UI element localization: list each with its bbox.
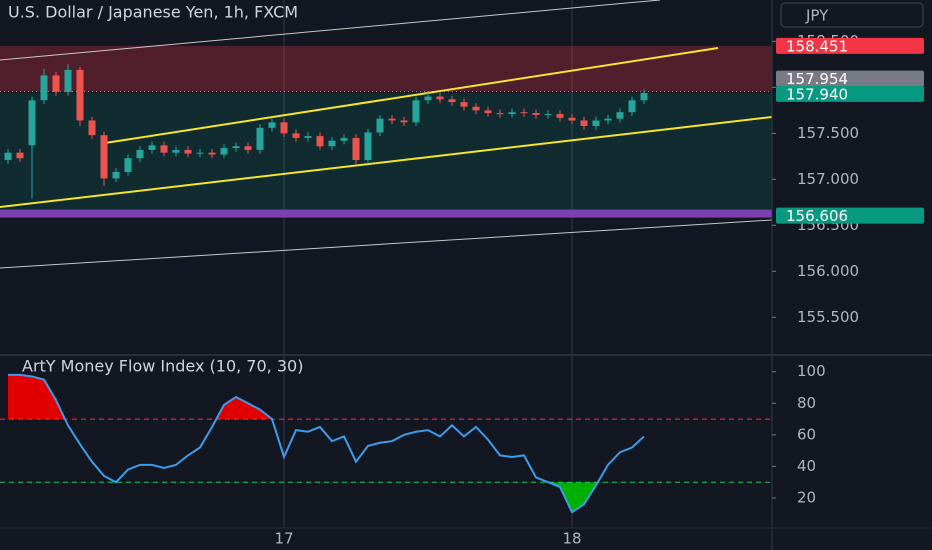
candle-body (232, 146, 240, 149)
candle-body (304, 136, 312, 138)
candle-body (520, 112, 528, 114)
candle-body (328, 140, 336, 147)
y-tick-label: 20 (797, 489, 816, 507)
candle-body (628, 100, 636, 113)
candle-body (640, 92, 648, 101)
trend-line (0, 219, 773, 269)
trend-line (0, 0, 661, 61)
candle-body (340, 137, 348, 141)
candle-body (292, 133, 300, 138)
candle-body (604, 118, 612, 121)
candle-body (208, 152, 216, 155)
channel-line (104, 47, 719, 144)
price-label-bg (776, 70, 924, 87)
candle-body (592, 120, 600, 126)
candle-body (256, 127, 264, 150)
price-label: 157.954 (786, 70, 848, 88)
candle-body (352, 137, 360, 161)
candle-body (580, 120, 588, 126)
candle-body (532, 113, 540, 115)
candle-body (376, 118, 384, 133)
candle-body (472, 106, 480, 111)
candle-body (448, 99, 456, 103)
y-tick-label: 157.500 (797, 124, 859, 142)
candle-body (64, 69, 72, 92)
y-tick-label: 80 (797, 394, 816, 412)
candle-body (112, 171, 120, 179)
candle-body (16, 152, 24, 159)
y-tick-label: 60 (797, 425, 816, 443)
candle-body (316, 136, 324, 147)
candle-body (136, 149, 144, 159)
currency-button (780, 2, 924, 28)
candle-body (364, 132, 372, 161)
indicator-title: ArtY Money Flow Index (10, 70, 30) (22, 357, 303, 376)
candle-body (268, 122, 276, 128)
candle-body (160, 145, 168, 153)
support-band (0, 209, 772, 218)
candle-body (508, 112, 516, 115)
price-label: 158.451 (786, 37, 848, 55)
mfi-line (8, 373, 645, 514)
candle-body (40, 75, 48, 101)
candle-body (28, 100, 36, 146)
x-tick-label: 17 (274, 530, 293, 548)
candle-body (412, 100, 420, 123)
y-tick-label: 157.000 (797, 170, 859, 188)
y-tick-label: 40 (797, 457, 816, 475)
price-label: 156.606 (786, 207, 848, 225)
candle-body (496, 113, 504, 115)
price-label-bg (776, 37, 924, 54)
candle-body (76, 69, 84, 121)
price-label: 157.940 (786, 85, 848, 103)
candle-body (568, 117, 576, 121)
zone (0, 45, 772, 92)
candle-body (400, 120, 408, 123)
candle-body (388, 118, 396, 121)
candle-body (436, 96, 444, 100)
candle-body (220, 148, 228, 155)
candle-body (184, 149, 192, 154)
candle-body (4, 152, 12, 161)
y-tick-label: 100 (797, 362, 826, 380)
candle-body (172, 149, 180, 153)
oversold-fill (8, 482, 644, 513)
chart-title: U.S. Dollar / Japanese Yen, 1h, FXCM (8, 3, 298, 22)
candle-body (460, 102, 468, 107)
candle-body (556, 114, 564, 118)
candle-body (148, 145, 156, 150)
y-tick-label: 155.500 (797, 308, 859, 326)
candle-body (124, 158, 132, 172)
currency: JPY (805, 7, 829, 25)
channel-line (0, 116, 773, 208)
candle-body (424, 96, 432, 101)
price-label-bg (776, 85, 924, 102)
zone (0, 92, 772, 216)
candle-body (544, 114, 552, 116)
candle-body (616, 112, 624, 119)
candle-body (88, 120, 96, 136)
candle-body (244, 146, 252, 150)
y-tick-label: 156.000 (797, 262, 859, 280)
candle-body (280, 122, 288, 134)
candle-body (484, 110, 492, 114)
candle-body (100, 135, 108, 179)
candle-body (196, 152, 204, 154)
x-tick-label: 18 (562, 530, 581, 548)
price-label-bg (776, 207, 924, 224)
candle-body (52, 75, 60, 92)
